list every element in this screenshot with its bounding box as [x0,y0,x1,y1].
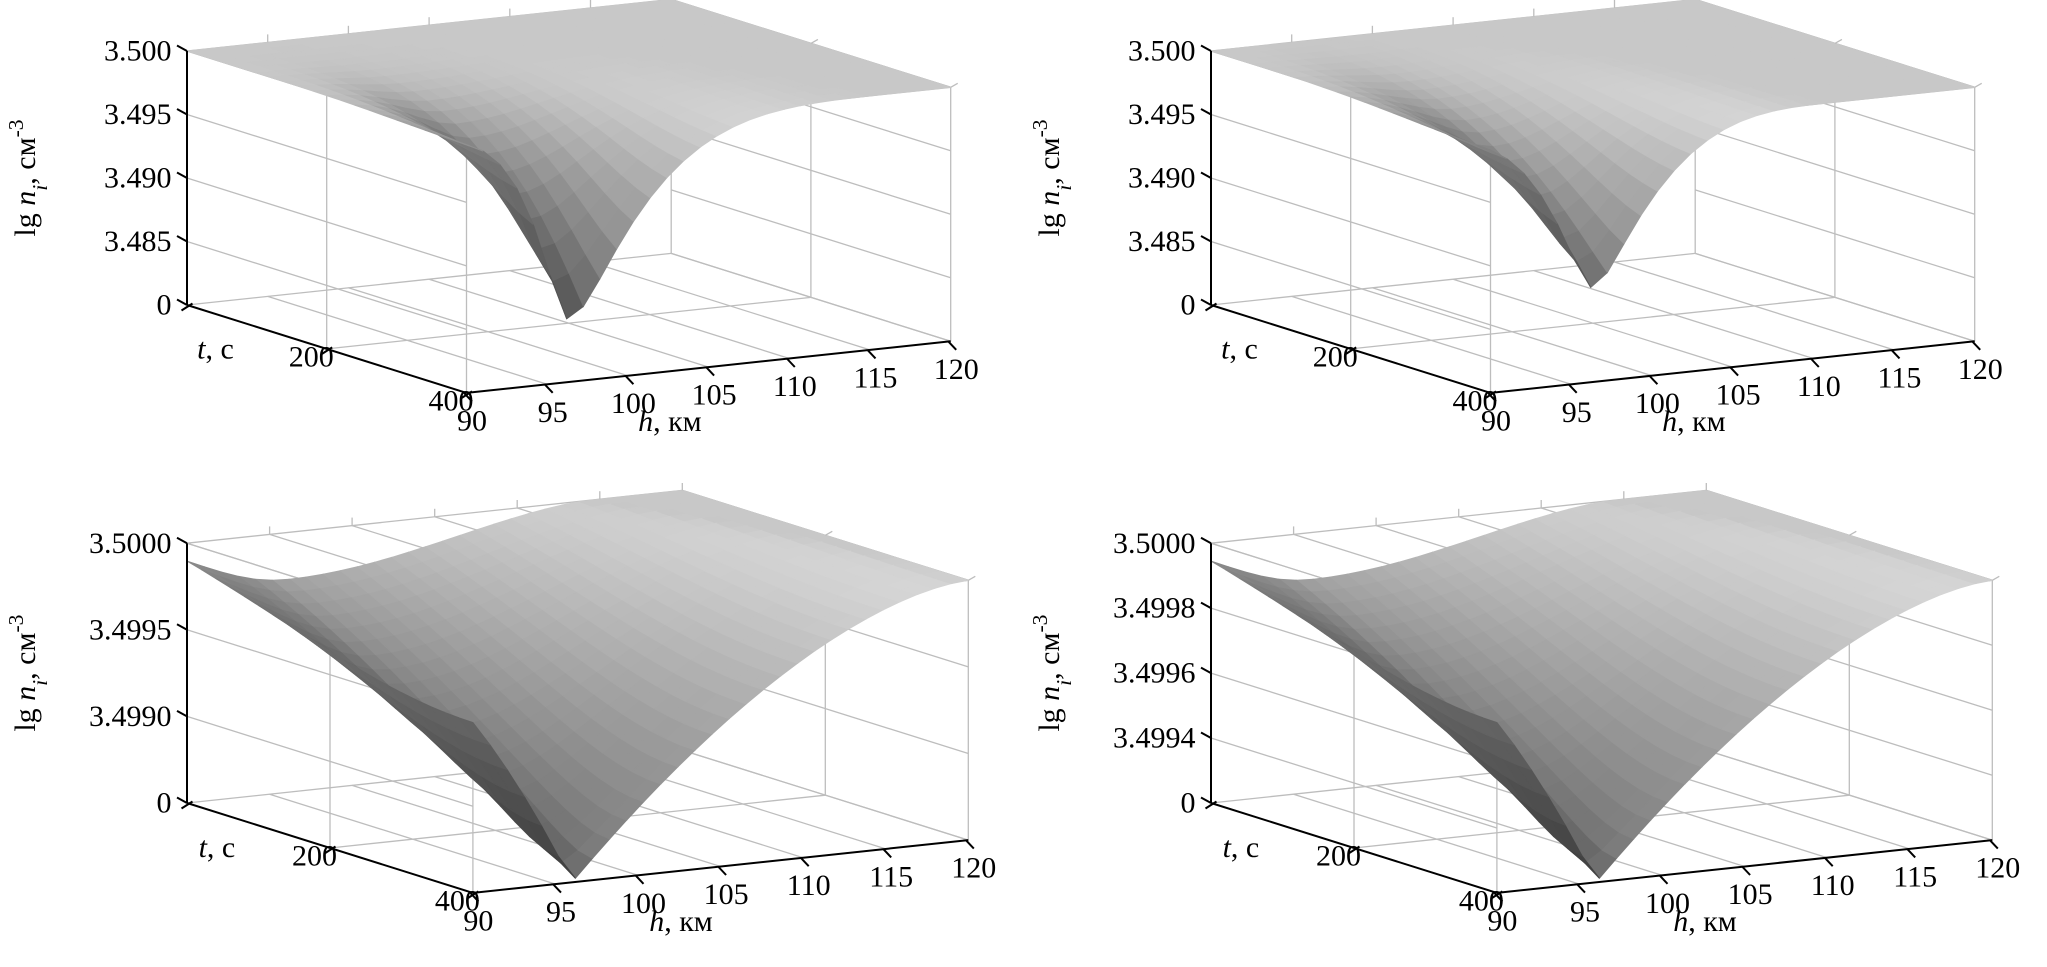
svg-text:115: 115 [854,361,898,394]
svg-text:t, с: t, с [197,332,234,365]
svg-text:3.500: 3.500 [104,35,172,68]
svg-text:115: 115 [1878,361,1922,394]
svg-text:115: 115 [869,860,913,893]
svg-text:400: 400 [1453,384,1498,417]
svg-text:95: 95 [546,896,576,929]
svg-text:200: 200 [292,840,337,873]
svg-text:0: 0 [157,787,172,820]
svg-text:h, км: h, км [1662,405,1726,438]
svg-text:t, с: t, с [1223,831,1260,864]
svg-text:0: 0 [157,289,172,322]
svg-text:3.4990: 3.4990 [89,700,172,733]
svg-text:110: 110 [1811,869,1855,902]
svg-text:200: 200 [289,340,334,373]
svg-text:3.4994: 3.4994 [1113,722,1196,755]
svg-text:3.490: 3.490 [1128,162,1196,195]
svg-text:95: 95 [538,396,568,429]
svg-text:400: 400 [435,884,480,917]
svg-text:0: 0 [1181,289,1196,322]
svg-text:h, км: h, км [638,405,702,438]
svg-text:110: 110 [773,370,817,403]
svg-text:200: 200 [1313,340,1358,373]
svg-text:3.495: 3.495 [104,98,172,131]
svg-text:115: 115 [1893,860,1937,893]
svg-text:3.5000: 3.5000 [89,527,172,560]
svg-text:t, с: t, с [199,831,236,864]
svg-text:200: 200 [1316,840,1361,873]
svg-text:3.485: 3.485 [1128,225,1196,258]
svg-text:3.490: 3.490 [104,162,172,195]
svg-text:0: 0 [1181,787,1196,820]
svg-text:3.4998: 3.4998 [1113,592,1196,625]
svg-text:3.500: 3.500 [1128,35,1196,68]
svg-text:3.5000: 3.5000 [1113,527,1196,560]
svg-text:120: 120 [1975,852,2020,885]
svg-text:110: 110 [787,869,831,902]
svg-text:120: 120 [951,852,996,885]
svg-text:3.4996: 3.4996 [1113,657,1196,690]
svg-text:h, км: h, км [649,905,713,938]
svg-text:3.485: 3.485 [104,225,172,258]
svg-text:110: 110 [1797,370,1841,403]
svg-text:h, км: h, км [1673,905,1737,938]
svg-text:400: 400 [1459,884,1504,917]
svg-text:95: 95 [1570,896,1600,929]
svg-text:3.495: 3.495 [1128,98,1196,131]
svg-text:t, с: t, с [1221,332,1258,365]
svg-text:400: 400 [429,384,474,417]
svg-text:120: 120 [1958,353,2003,386]
svg-text:95: 95 [1562,396,1592,429]
svg-text:3.4995: 3.4995 [89,613,172,646]
svg-text:120: 120 [934,353,979,386]
